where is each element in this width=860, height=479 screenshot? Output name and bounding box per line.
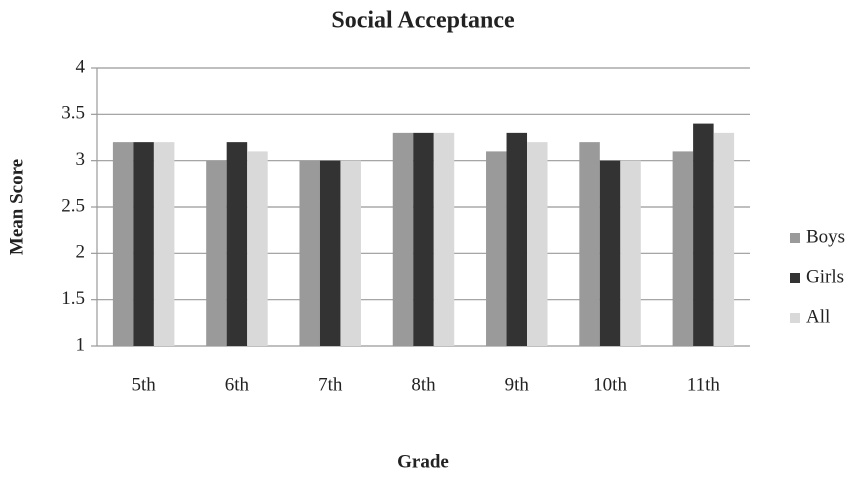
bar <box>413 132 434 346</box>
bar <box>247 151 268 346</box>
x-tick-label: 7th <box>318 374 343 395</box>
y-tick-label: 1 <box>76 334 86 355</box>
x-tick-label: 5th <box>132 374 157 395</box>
y-tick-label: 1.5 <box>61 288 85 309</box>
x-tick-label: 9th <box>505 374 530 395</box>
bar <box>527 142 548 346</box>
legend-label: Girls <box>806 266 844 287</box>
y-tick-label: 2.5 <box>61 195 85 216</box>
bar <box>433 132 455 346</box>
legend-label: Boys <box>806 226 845 247</box>
bar <box>340 160 361 346</box>
bar <box>579 142 600 346</box>
y-tick-label: 4 <box>76 56 86 77</box>
y-tick-label: 3.5 <box>61 103 85 124</box>
legend-swatch <box>790 233 800 243</box>
chart-title: Social Acceptance <box>331 8 515 34</box>
bar <box>713 132 735 346</box>
x-tick-label: 8th <box>411 374 436 395</box>
bar <box>112 142 134 346</box>
legend-swatch <box>790 273 800 283</box>
bar <box>693 123 714 346</box>
bar <box>226 142 248 346</box>
bar <box>506 132 528 346</box>
y-tick-label: 3 <box>76 149 86 170</box>
legend-swatch <box>790 313 800 323</box>
bar <box>620 160 641 346</box>
bar <box>319 160 341 346</box>
x-axis-label: Grade <box>397 451 449 472</box>
bar <box>599 160 621 346</box>
bar <box>299 160 320 346</box>
legend-label: All <box>806 306 830 327</box>
y-tick-label: 2 <box>76 242 86 263</box>
bar <box>486 151 507 346</box>
bar <box>206 160 227 346</box>
bar <box>672 151 694 346</box>
y-axis-label: Mean Score <box>6 159 27 255</box>
x-tick-label: 11th <box>687 374 721 395</box>
bar <box>133 142 154 346</box>
x-tick-label: 10th <box>593 374 627 395</box>
bar <box>153 142 175 346</box>
x-tick-label: 6th <box>225 374 250 395</box>
bar <box>392 132 414 346</box>
